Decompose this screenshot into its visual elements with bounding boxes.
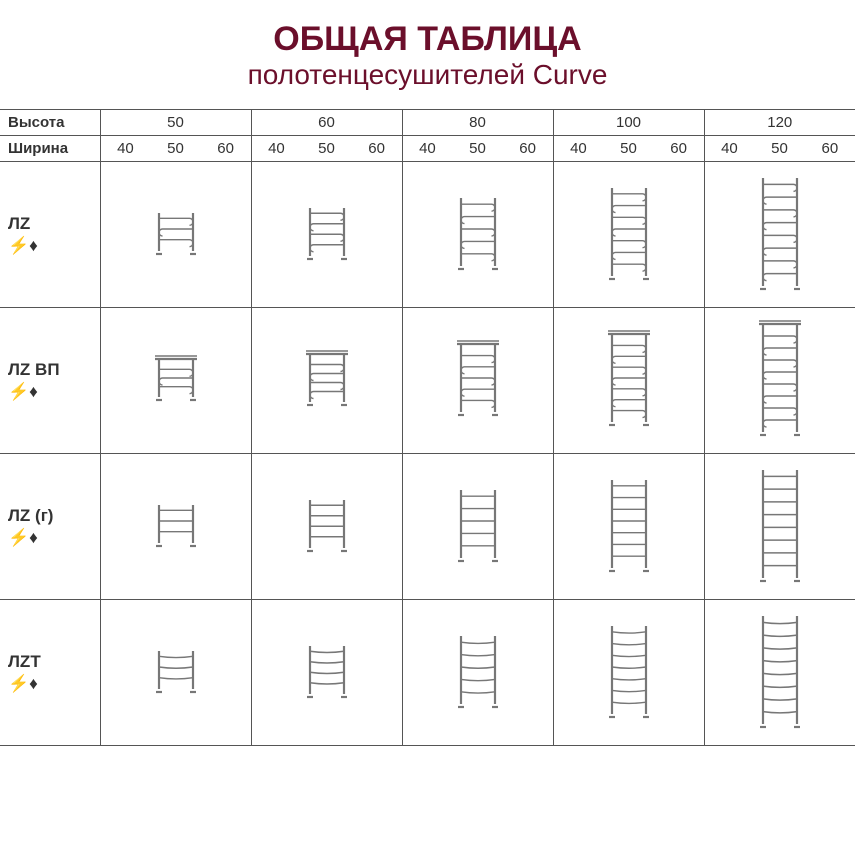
- width-50: 50: [603, 136, 653, 162]
- width-60: 60: [503, 136, 553, 162]
- model-ЛZ (г): ЛZ (г)⚡♦: [0, 454, 100, 600]
- drop-icon: ♦: [29, 528, 38, 547]
- model-name: ЛZ ВП: [8, 360, 100, 380]
- height-80: 80: [402, 110, 553, 136]
- model-name: ЛZ: [8, 214, 100, 234]
- width-60: 60: [352, 136, 402, 162]
- width-50: 50: [452, 136, 502, 162]
- width-50: 50: [150, 136, 200, 162]
- width-40: 40: [402, 136, 452, 162]
- model-icons: ⚡♦: [8, 236, 100, 256]
- bolt-icon: ⚡: [8, 382, 29, 401]
- width-50: 50: [301, 136, 351, 162]
- drop-icon: ♦: [29, 382, 38, 401]
- drop-icon: ♦: [29, 674, 38, 693]
- product-cell: [553, 454, 704, 600]
- product-cell: [402, 162, 553, 308]
- bolt-icon: ⚡: [8, 528, 29, 547]
- bolt-icon: ⚡: [8, 674, 29, 693]
- model-icons: ⚡♦: [8, 528, 100, 548]
- product-cell: [100, 454, 251, 600]
- width-label: Ширина: [0, 136, 100, 162]
- width-40: 40: [251, 136, 301, 162]
- height-120: 120: [704, 110, 855, 136]
- product-cell: [704, 162, 855, 308]
- width-60: 60: [654, 136, 704, 162]
- product-cell: [251, 454, 402, 600]
- product-cell: [553, 162, 704, 308]
- height-100: 100: [553, 110, 704, 136]
- product-cell: [704, 308, 855, 454]
- drop-icon: ♦: [29, 236, 38, 255]
- product-cell: [553, 308, 704, 454]
- product-cell: [402, 600, 553, 746]
- width-40: 40: [100, 136, 150, 162]
- product-cell: [251, 308, 402, 454]
- model-icons: ⚡♦: [8, 382, 100, 402]
- height-50: 50: [100, 110, 251, 136]
- bolt-icon: ⚡: [8, 236, 29, 255]
- width-60: 60: [805, 136, 855, 162]
- product-cell: [553, 600, 704, 746]
- model-name: ЛZ (г): [8, 506, 100, 526]
- model-ЛZ: ЛZ⚡♦: [0, 162, 100, 308]
- product-table: Высота506080100120Ширина4050604050604050…: [0, 109, 855, 746]
- product-cell: [402, 308, 553, 454]
- title-line1: ОБЩАЯ ТАБЛИЦА: [0, 20, 855, 59]
- product-cell: [402, 454, 553, 600]
- width-50: 50: [754, 136, 804, 162]
- title-line2: полотенцесушителей Curve: [0, 59, 855, 91]
- height-60: 60: [251, 110, 402, 136]
- model-ЛZТ: ЛZТ⚡♦: [0, 600, 100, 746]
- model-icons: ⚡♦: [8, 674, 100, 694]
- product-cell: [251, 600, 402, 746]
- product-cell: [251, 162, 402, 308]
- product-cell: [100, 162, 251, 308]
- product-cell: [100, 600, 251, 746]
- width-40: 40: [553, 136, 603, 162]
- width-60: 60: [201, 136, 251, 162]
- page-title: ОБЩАЯ ТАБЛИЦА полотенцесушителей Curve: [0, 20, 855, 91]
- product-cell: [704, 454, 855, 600]
- product-cell: [100, 308, 251, 454]
- model-name: ЛZТ: [8, 652, 100, 672]
- product-cell: [704, 600, 855, 746]
- height-label: Высота: [0, 110, 100, 136]
- width-40: 40: [704, 136, 754, 162]
- model-ЛZ ВП: ЛZ ВП⚡♦: [0, 308, 100, 454]
